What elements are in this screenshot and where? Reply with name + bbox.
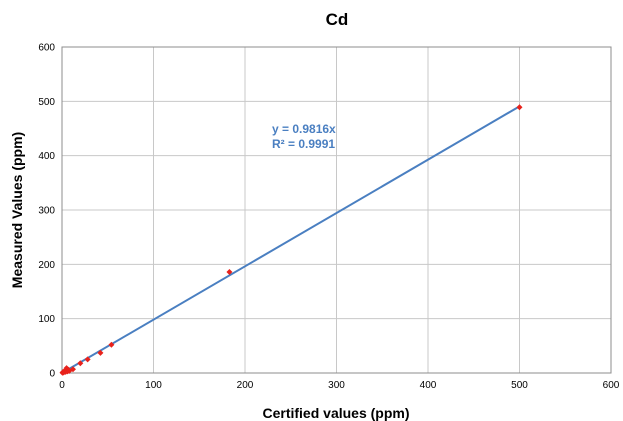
data-point — [77, 360, 84, 367]
data-point — [226, 268, 233, 275]
chart-title: Cd — [326, 10, 349, 29]
y-tick-label: 100 — [38, 314, 55, 325]
plot-area-border — [61, 46, 612, 374]
x-axis-label: Certified values (ppm) — [262, 405, 409, 421]
data-point — [97, 349, 104, 356]
data-point — [516, 104, 523, 111]
y-tick-label: 400 — [38, 151, 55, 162]
r-squared-value: R² = 0.9991 — [272, 137, 335, 151]
x-tick-label: 400 — [420, 380, 437, 391]
x-tick-label: 100 — [145, 380, 162, 391]
y-axis-label: Measured Values (ppm) — [9, 132, 25, 288]
x-tick-label: 0 — [59, 380, 65, 391]
y-tick-label: 200 — [38, 260, 55, 271]
y-tick-label: 600 — [38, 43, 55, 54]
x-tick-label: 200 — [237, 380, 254, 391]
trendline-equation: y = 0.9816x — [272, 122, 336, 136]
data-point — [108, 341, 115, 348]
data-point — [69, 366, 76, 373]
data-point — [84, 356, 91, 363]
x-tick-label: 500 — [511, 380, 528, 391]
x-tick-label: 300 — [328, 380, 345, 391]
y-tick-label: 500 — [38, 97, 55, 108]
x-axis-ticks: 0 100 200 300 400 500 600 — [59, 380, 620, 391]
trendline — [61, 105, 521, 374]
data-points — [59, 104, 523, 376]
y-tick-label: 0 — [49, 369, 55, 380]
y-axis-ticks: 0 100 200 300 400 500 600 — [38, 43, 55, 380]
y-tick-label: 300 — [38, 206, 55, 217]
x-tick-label: 600 — [603, 380, 620, 391]
